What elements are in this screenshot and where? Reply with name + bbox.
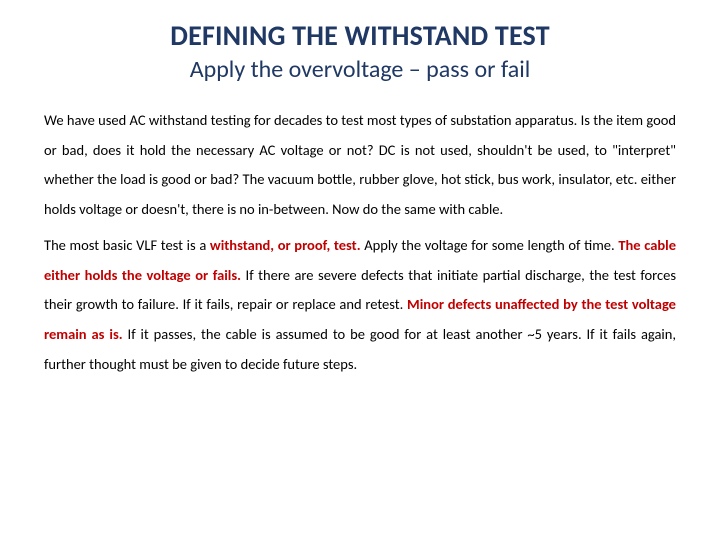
p2-run-b: Apply the voltage for some length of tim… bbox=[361, 236, 619, 254]
slide-title: DEFINING THE WITHSTAND TEST bbox=[44, 18, 676, 53]
p2-run-a: The most basic VLF test is a bbox=[44, 236, 210, 254]
body-text: We have used AC withstand testing for de… bbox=[44, 106, 676, 379]
slide-subtitle: Apply the overvoltage – pass or fail bbox=[44, 55, 676, 84]
p2-run-d: If it passes, the cable is assumed to be… bbox=[44, 325, 676, 373]
paragraph-1: We have used AC withstand testing for de… bbox=[44, 106, 676, 225]
paragraph-2: The most basic VLF test is a withstand, … bbox=[44, 231, 676, 380]
slide-container: DEFINING THE WITHSTAND TEST Apply the ov… bbox=[0, 0, 720, 540]
p2-highlight-1: withstand, or proof, test. bbox=[210, 236, 361, 254]
